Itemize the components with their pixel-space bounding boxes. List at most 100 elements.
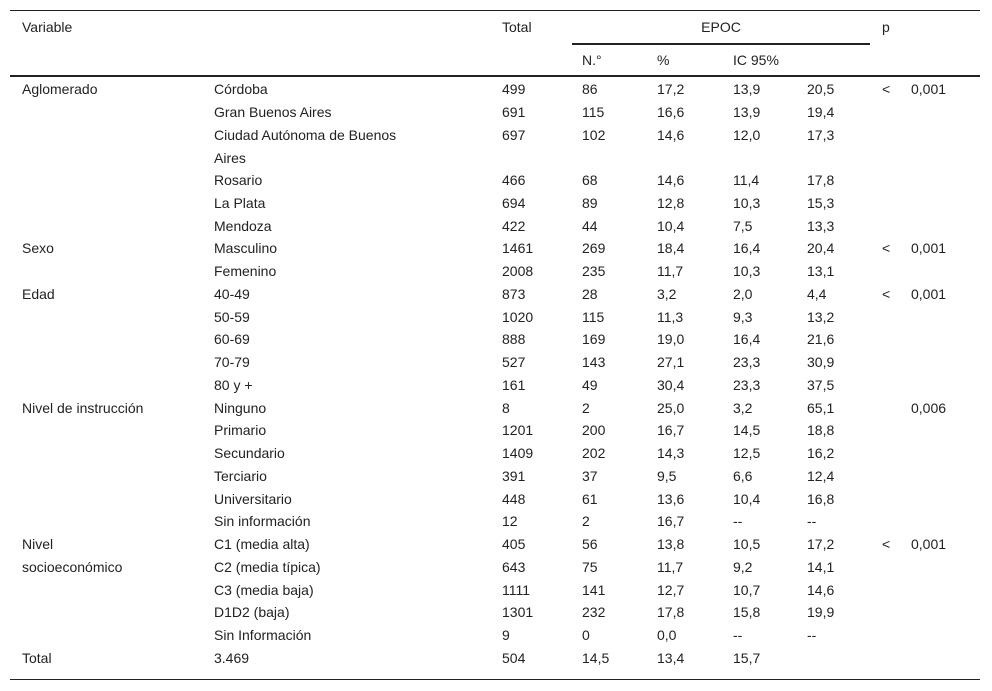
pct-cell: 3,2 — [657, 285, 677, 302]
level-cell: Córdoba — [214, 81, 268, 97]
n-cell: 86 — [582, 81, 598, 97]
n-cell: 49 — [582, 376, 598, 393]
variable-cell: Nivel socioeconómico — [22, 536, 123, 575]
ci-low-cell: 16,4 — [733, 240, 761, 257]
ci-high-cell: 17,2 — [807, 536, 835, 552]
variable-cell: Edad — [22, 285, 55, 302]
ci-low-cell: 13,9 — [733, 103, 761, 120]
ci-low-cell: 3,2 — [733, 399, 753, 416]
n-cell: 115 — [582, 103, 605, 120]
ci-low-cell: 6,6 — [733, 467, 753, 484]
ci-high-cell: 19,4 — [807, 103, 835, 120]
level-cell: Masculino — [214, 240, 278, 257]
n-cell: 44 — [582, 217, 598, 234]
pct-cell: 19,0 — [657, 331, 685, 348]
variable-cell: Nivel de instrucción — [22, 399, 144, 416]
n-cell: 232 — [582, 604, 606, 621]
n-cell: 89 — [582, 194, 598, 211]
pct-cell: 13,8 — [657, 536, 685, 552]
top-rule — [10, 10, 980, 11]
total-cell: 873 — [502, 285, 526, 302]
n-cell: 75 — [582, 558, 598, 575]
pct-cell: 11,7 — [657, 558, 684, 575]
n-cell: 141 — [582, 581, 606, 598]
ci-low-cell: 15,8 — [733, 604, 761, 621]
n-cell: 115 — [582, 308, 605, 325]
ci-high-cell: 18,8 — [807, 422, 835, 439]
n-cell: 269 — [582, 240, 606, 257]
level-cell: Femenino — [214, 263, 277, 279]
ci-high-cell: 17,3 — [807, 126, 835, 143]
n-cell: 61 — [582, 490, 598, 507]
total-cell: 391 — [502, 467, 526, 484]
variable-cell: Sexo — [22, 240, 54, 257]
level-cell: Mendoza — [214, 217, 272, 234]
p-cell: 0,001 — [911, 536, 947, 552]
n-cell: 2 — [582, 513, 590, 530]
pct-cell: 17,2 — [657, 81, 685, 97]
total-cell: 422 — [502, 217, 526, 234]
level-cell: Sin información — [214, 513, 311, 530]
total-cell: 466 — [502, 172, 526, 188]
ci-high-cell: 20,5 — [807, 81, 835, 97]
pct-cell: 14,6 — [657, 126, 685, 143]
header-pct: % — [657, 52, 670, 68]
header-p: p — [882, 19, 890, 35]
level-cell: Terciario — [214, 467, 267, 484]
level-cell: Ninguno — [214, 399, 267, 416]
pct-cell: 9,5 — [657, 467, 677, 484]
ci-high-cell: 15,3 — [807, 194, 835, 211]
ci-low-cell: 9,2 — [733, 558, 753, 575]
header-ci: IC 95% — [733, 52, 779, 68]
ci-high-cell: 16,8 — [807, 490, 835, 507]
header-group: EPOC — [701, 19, 741, 35]
level-cell: 80 y + — [214, 376, 253, 393]
p-cell: 0,001 — [911, 81, 947, 97]
level-cell: 50-59 — [214, 308, 250, 325]
header-n: N.° — [582, 52, 602, 68]
total-cell: 694 — [502, 194, 526, 211]
total-cell: 499 — [502, 81, 526, 97]
ci-high-cell: 14,1 — [807, 558, 835, 575]
ci-low-cell: 10,3 — [733, 194, 761, 211]
total-cell: 9 — [502, 627, 510, 643]
total-cell: 2008 — [502, 263, 534, 279]
pct-cell: 0,0 — [657, 627, 677, 643]
level-cell: 70-79 — [214, 354, 250, 370]
level-cell: C1 (media alta) — [214, 536, 310, 552]
ci-high-cell: 30,9 — [807, 354, 835, 370]
level-cell: C3 (media baja) — [214, 581, 314, 598]
pct-cell: 12,7 — [657, 581, 685, 598]
level-cell: 60-69 — [214, 331, 250, 348]
header-variable: Variable — [22, 19, 73, 35]
level-cell: Secundario — [214, 445, 285, 461]
ci-low-cell: 11,4 — [733, 172, 760, 188]
total-cell: 697 — [502, 126, 526, 143]
total-cell: 1301 — [502, 604, 534, 621]
pct-cell: 16,6 — [657, 103, 685, 120]
ci-low-cell: 10,4 — [733, 490, 761, 507]
ci-low-cell: 10,7 — [733, 581, 761, 598]
pct-cell: 13,4 — [657, 649, 685, 666]
n-cell: 14,5 — [582, 649, 610, 666]
total-cell: 527 — [502, 354, 526, 370]
bottom-rule — [10, 679, 980, 680]
pct-cell: 11,7 — [657, 263, 684, 279]
level-cell: Gran Buenos Aires — [214, 103, 332, 120]
level-cell: Universitario — [214, 490, 292, 507]
pct-cell: 11,3 — [657, 308, 684, 325]
total-cell: 161 — [502, 376, 526, 393]
ci-low-cell: 13,9 — [733, 81, 761, 97]
ci-high-cell: 16,2 — [807, 445, 835, 461]
pct-cell: 25,0 — [657, 399, 685, 416]
p-cell: 0,006 — [911, 399, 947, 416]
level-cell: D1D2 (baja) — [214, 604, 290, 621]
total-cell: 8 — [502, 399, 510, 416]
pct-cell: 14,3 — [657, 445, 685, 461]
n-cell: 143 — [582, 354, 606, 370]
group-rule — [572, 43, 870, 45]
ci-low-cell: 14,5 — [733, 422, 761, 439]
ci-low-cell: -- — [733, 513, 743, 530]
ci-low-cell: 2,0 — [733, 285, 753, 302]
